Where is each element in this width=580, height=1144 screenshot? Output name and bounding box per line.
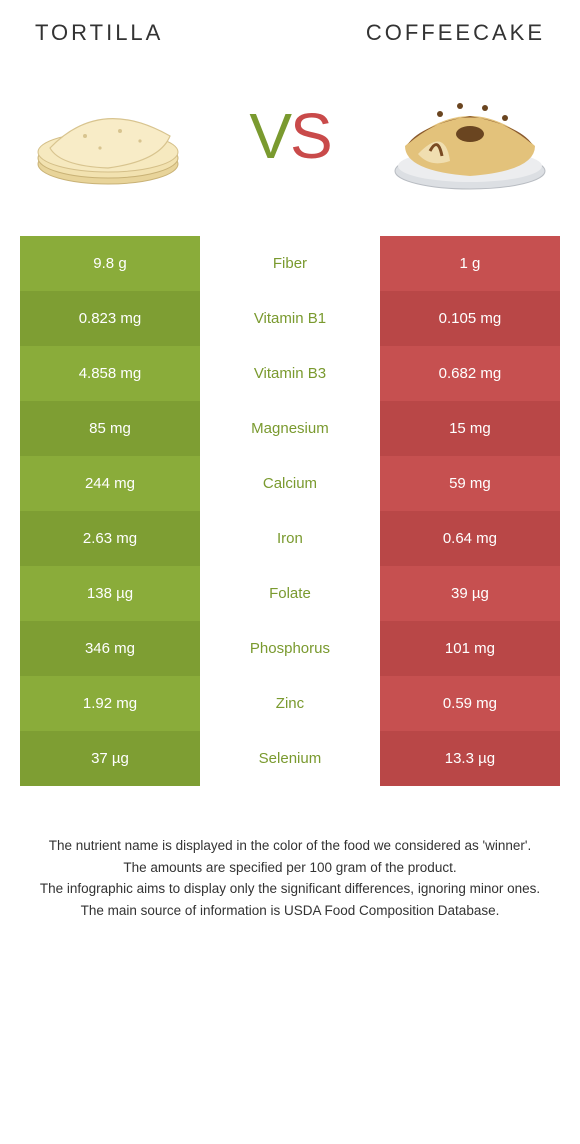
nutrient-label: Zinc (200, 676, 380, 731)
nutrient-table: 9.8 gFiber1 g0.823 mgVitamin B10.105 mg4… (20, 236, 560, 786)
left-value: 346 mg (20, 621, 200, 676)
footnote: The nutrient name is displayed in the co… (20, 836, 560, 920)
left-value: 4.858 mg (20, 346, 200, 401)
image-row: VS (20, 71, 560, 201)
vs-v: V (249, 100, 290, 172)
tortilla-icon (30, 76, 190, 196)
table-row: 0.823 mgVitamin B10.105 mg (20, 291, 560, 346)
right-value: 13.3 µg (380, 731, 560, 786)
footnote-line: The infographic aims to display only the… (35, 879, 545, 899)
left-value: 9.8 g (20, 236, 200, 291)
right-value: 0.105 mg (380, 291, 560, 346)
nutrient-label: Iron (200, 511, 380, 566)
left-value: 85 mg (20, 401, 200, 456)
left-value: 37 µg (20, 731, 200, 786)
left-value: 138 µg (20, 566, 200, 621)
table-row: 138 µgFolate39 µg (20, 566, 560, 621)
table-row: 2.63 mgIron0.64 mg (20, 511, 560, 566)
right-value: 0.64 mg (380, 511, 560, 566)
right-value: 59 mg (380, 456, 560, 511)
left-value: 0.823 mg (20, 291, 200, 346)
header: Tortilla Coffeecake (20, 20, 560, 46)
tortilla-image (25, 71, 195, 201)
right-value: 39 µg (380, 566, 560, 621)
left-value: 1.92 mg (20, 676, 200, 731)
right-value: 0.682 mg (380, 346, 560, 401)
table-row: 4.858 mgVitamin B30.682 mg (20, 346, 560, 401)
right-food-title: Coffeecake (366, 20, 545, 46)
nutrient-label: Phosphorus (200, 621, 380, 676)
left-value: 244 mg (20, 456, 200, 511)
left-value: 2.63 mg (20, 511, 200, 566)
coffeecake-icon (390, 76, 550, 196)
nutrient-label: Vitamin B3 (200, 346, 380, 401)
nutrient-label: Calcium (200, 456, 380, 511)
vs-label: VS (249, 99, 330, 173)
nutrient-label: Folate (200, 566, 380, 621)
table-row: 1.92 mgZinc0.59 mg (20, 676, 560, 731)
table-row: 9.8 gFiber1 g (20, 236, 560, 291)
left-food-title: Tortilla (35, 20, 163, 46)
right-value: 101 mg (380, 621, 560, 676)
coffeecake-image (385, 71, 555, 201)
vs-s: S (290, 100, 331, 172)
table-row: 37 µgSelenium13.3 µg (20, 731, 560, 786)
table-row: 346 mgPhosphorus101 mg (20, 621, 560, 676)
table-row: 244 mgCalcium59 mg (20, 456, 560, 511)
nutrient-label: Selenium (200, 731, 380, 786)
nutrient-label: Magnesium (200, 401, 380, 456)
footnote-line: The nutrient name is displayed in the co… (35, 836, 545, 856)
table-row: 85 mgMagnesium15 mg (20, 401, 560, 456)
footnote-line: The main source of information is USDA F… (35, 901, 545, 921)
right-value: 0.59 mg (380, 676, 560, 731)
right-value: 1 g (380, 236, 560, 291)
infographic-container: Tortilla Coffeecake VS (0, 0, 580, 942)
footnote-line: The amounts are specified per 100 gram o… (35, 858, 545, 878)
nutrient-label: Fiber (200, 236, 380, 291)
nutrient-label: Vitamin B1 (200, 291, 380, 346)
right-value: 15 mg (380, 401, 560, 456)
